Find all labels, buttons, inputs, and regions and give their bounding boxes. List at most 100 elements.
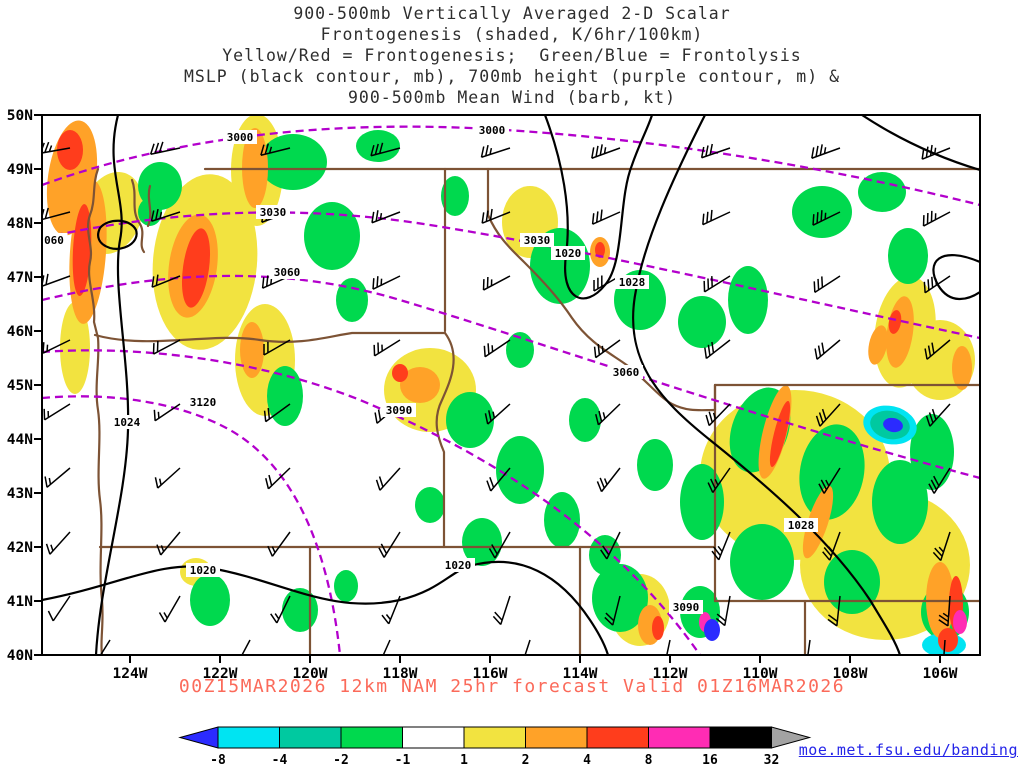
contour-label-box	[615, 275, 649, 289]
wind-barb	[812, 210, 841, 226]
contour-label: 1028	[788, 519, 815, 532]
credit-link[interactable]: moe.met.fsu.edu/banding	[798, 741, 1018, 759]
wind-barb	[702, 209, 731, 226]
shaded-region	[496, 436, 544, 504]
forecast-caption: 00Z15MAR2026 12km NAM 25hr forecast Vali…	[178, 676, 846, 697]
wind-barb	[261, 275, 291, 289]
shaded-region	[824, 550, 880, 614]
wind-barb	[373, 339, 401, 357]
wind-barb	[375, 467, 401, 491]
wind-barb	[928, 467, 951, 494]
colorbar-cell	[463, 726, 526, 749]
wind-barb	[921, 144, 951, 160]
lat-label: 40N	[7, 648, 33, 664]
lat-label: 43N	[7, 486, 33, 502]
wind-barb	[149, 141, 181, 155]
wind-barb	[152, 339, 181, 355]
state-border	[486, 167, 717, 412]
lon-label: 112W	[653, 666, 688, 682]
contour-label-box	[441, 558, 475, 572]
wind-barb	[700, 143, 731, 159]
shaded-region	[799, 424, 865, 520]
lon-label: 110W	[743, 666, 778, 682]
contour-label: 3060	[613, 366, 640, 379]
colorbar-left-arrow	[178, 726, 219, 749]
wind-barb	[263, 403, 291, 423]
mslp-contour	[94, 115, 130, 655]
lat-label: 42N	[7, 540, 33, 556]
shaded-region	[72, 204, 92, 296]
mslp-contour	[631, 115, 902, 655]
colorbar-cell	[340, 726, 403, 749]
colorbar-label: -1	[395, 753, 411, 768]
lon-label: 108W	[833, 666, 868, 682]
shaded-region	[953, 610, 967, 634]
colorbar-cell	[709, 726, 772, 749]
wind-barb	[707, 467, 731, 494]
contour-label: 3030	[260, 206, 287, 219]
wind-barb	[932, 531, 951, 562]
shaded-region	[259, 134, 327, 190]
colorbar-label: 1	[460, 753, 468, 768]
wind-barb	[705, 403, 731, 427]
contour-label-box	[223, 130, 257, 144]
contour-labels-layer: 3000 3000 3030 3030 060 3060 3060 3090 3090 3120 1…	[42, 123, 818, 614]
shaded-region	[267, 366, 303, 426]
contour-label-box	[551, 246, 585, 260]
wind-barb	[596, 467, 621, 493]
shaded-region	[910, 414, 954, 490]
shaded-region	[888, 228, 928, 284]
wind-barb	[158, 595, 181, 623]
colorbar-label: -2	[333, 753, 349, 768]
wind-barb	[153, 403, 181, 422]
wind-barb	[99, 639, 111, 655]
shaded-region	[190, 574, 230, 626]
mslp-contour	[543, 115, 654, 300]
shaded-region	[240, 322, 264, 378]
wind-barb	[270, 595, 291, 624]
lat-label: 41N	[7, 594, 33, 610]
shaded-region	[678, 296, 726, 348]
state-border	[435, 331, 455, 549]
wind-barb	[481, 208, 511, 224]
colorbar-cell	[586, 726, 649, 749]
longitude-axis: 124W 122W 120W 118W 116W 114W 112W 110W 108W 106W	[113, 655, 958, 682]
colorbar-label: 8	[645, 753, 653, 768]
shaded-region	[858, 172, 906, 212]
contour-label: 1020	[555, 247, 582, 260]
shaded-region	[441, 176, 469, 216]
wind-barb	[484, 403, 511, 425]
height-contour	[42, 349, 701, 655]
shaded-region	[282, 588, 318, 632]
shaded-region	[57, 130, 83, 170]
contour-label: 3120	[190, 396, 217, 409]
wind-barb	[822, 531, 841, 561]
colorbar-label: -4	[272, 753, 288, 768]
wind-barb	[922, 210, 951, 227]
wind-barb	[488, 531, 511, 559]
height-contour	[42, 125, 980, 207]
wind-barb	[263, 339, 291, 356]
wind-barb	[154, 467, 181, 489]
wind-barb	[938, 595, 951, 627]
wind-barb	[924, 339, 951, 360]
colorbar-label: 16	[702, 753, 718, 768]
wind-barb	[715, 595, 731, 627]
wind-barb	[591, 209, 621, 225]
lat-label: 44N	[7, 432, 33, 448]
shaded-region	[704, 619, 720, 641]
colorbar-label: 4	[583, 753, 591, 768]
title-line-4: MSLP (black contour, mb), 700mb height (…	[183, 67, 841, 86]
mslp-contour	[42, 560, 610, 655]
shaded-region	[544, 492, 580, 548]
mslp-contour	[932, 254, 980, 301]
wind-barb	[372, 275, 401, 290]
shaded-region	[181, 228, 211, 308]
contour-label-box	[186, 563, 220, 577]
lon-label: 118W	[383, 666, 418, 682]
colorbar-cell	[402, 726, 465, 749]
shaded-region	[400, 367, 440, 403]
lon-label: 120W	[293, 666, 328, 682]
